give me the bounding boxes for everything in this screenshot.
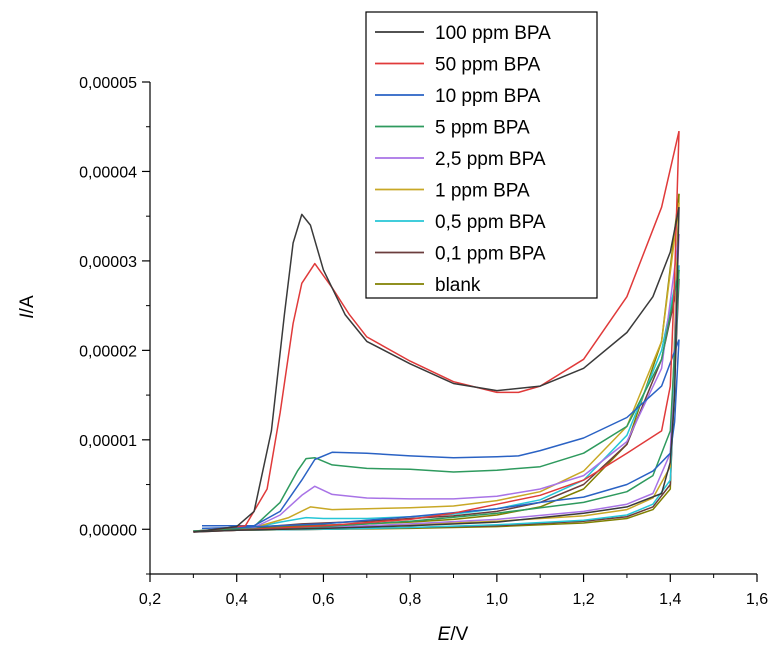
x-tick-label: 0,4 bbox=[226, 591, 248, 608]
series-line-forward bbox=[193, 202, 680, 532]
y-tick-label: 0,00005 bbox=[79, 75, 137, 92]
y-tick-label: 0,00001 bbox=[79, 433, 137, 450]
x-tick-label: 1,0 bbox=[486, 591, 508, 608]
legend-label: 0,5 ppm BPA bbox=[435, 212, 546, 233]
y-tick-label: 0,00003 bbox=[79, 254, 137, 271]
legend-frame bbox=[365, 11, 598, 299]
legend-label: 2,5 ppm BPA bbox=[435, 149, 546, 170]
series-100-ppm-bpa bbox=[193, 207, 680, 533]
series-line-forward bbox=[193, 193, 680, 532]
series-line-reverse bbox=[201, 339, 680, 530]
x-axis-title: E/V bbox=[438, 624, 469, 645]
series-line-reverse bbox=[193, 131, 680, 533]
legend: 100 ppm BPA 50 ppm BPA 10 ppm BPA 5 ppm BPA… bbox=[365, 11, 598, 299]
x-tick-label: 1,4 bbox=[659, 591, 681, 608]
series-line-forward bbox=[193, 269, 680, 532]
series-10-ppm-bpa bbox=[201, 339, 680, 530]
legend-label: 5 ppm BPA bbox=[435, 118, 530, 139]
legend-label: 10 ppm BPA bbox=[435, 86, 541, 107]
x-tick-label: 0,2 bbox=[139, 591, 161, 608]
x-tick-label: 0,6 bbox=[312, 591, 334, 608]
series-line-forward bbox=[193, 278, 680, 532]
series-layer bbox=[193, 131, 680, 533]
y-tick-label: 0,00004 bbox=[79, 164, 137, 181]
y-tick-label: 0,00000 bbox=[79, 522, 137, 539]
y-axis-title: I/A bbox=[17, 295, 38, 319]
series-50-ppm-bpa bbox=[193, 131, 680, 533]
axis-ticks: 0,2 0,4 0,6 0,8 1,0 1,2 1,4 1,6 0,00000 0,00001 0,… bbox=[79, 75, 768, 608]
legend-label: 0,1 ppm BPA bbox=[435, 244, 546, 265]
x-tick-label: 1,2 bbox=[572, 591, 594, 608]
series-line-forward bbox=[202, 339, 680, 527]
series-line-forward bbox=[193, 234, 680, 532]
x-tick-label: 1,6 bbox=[746, 591, 768, 608]
x-tick-label: 0,8 bbox=[399, 591, 421, 608]
series-0-1-ppm-bpa bbox=[193, 278, 680, 532]
legend-label: 50 ppm BPA bbox=[435, 55, 541, 76]
series-line-reverse bbox=[193, 207, 680, 533]
legend-label: blank bbox=[435, 275, 481, 296]
legend-label: 1 ppm BPA bbox=[435, 181, 530, 202]
series-line-reverse bbox=[193, 278, 680, 532]
series-line-forward bbox=[193, 131, 680, 533]
y-tick-label: 0,00002 bbox=[79, 343, 137, 360]
legend-label: 100 ppm BPA bbox=[435, 23, 551, 44]
series-line-forward bbox=[193, 207, 680, 533]
